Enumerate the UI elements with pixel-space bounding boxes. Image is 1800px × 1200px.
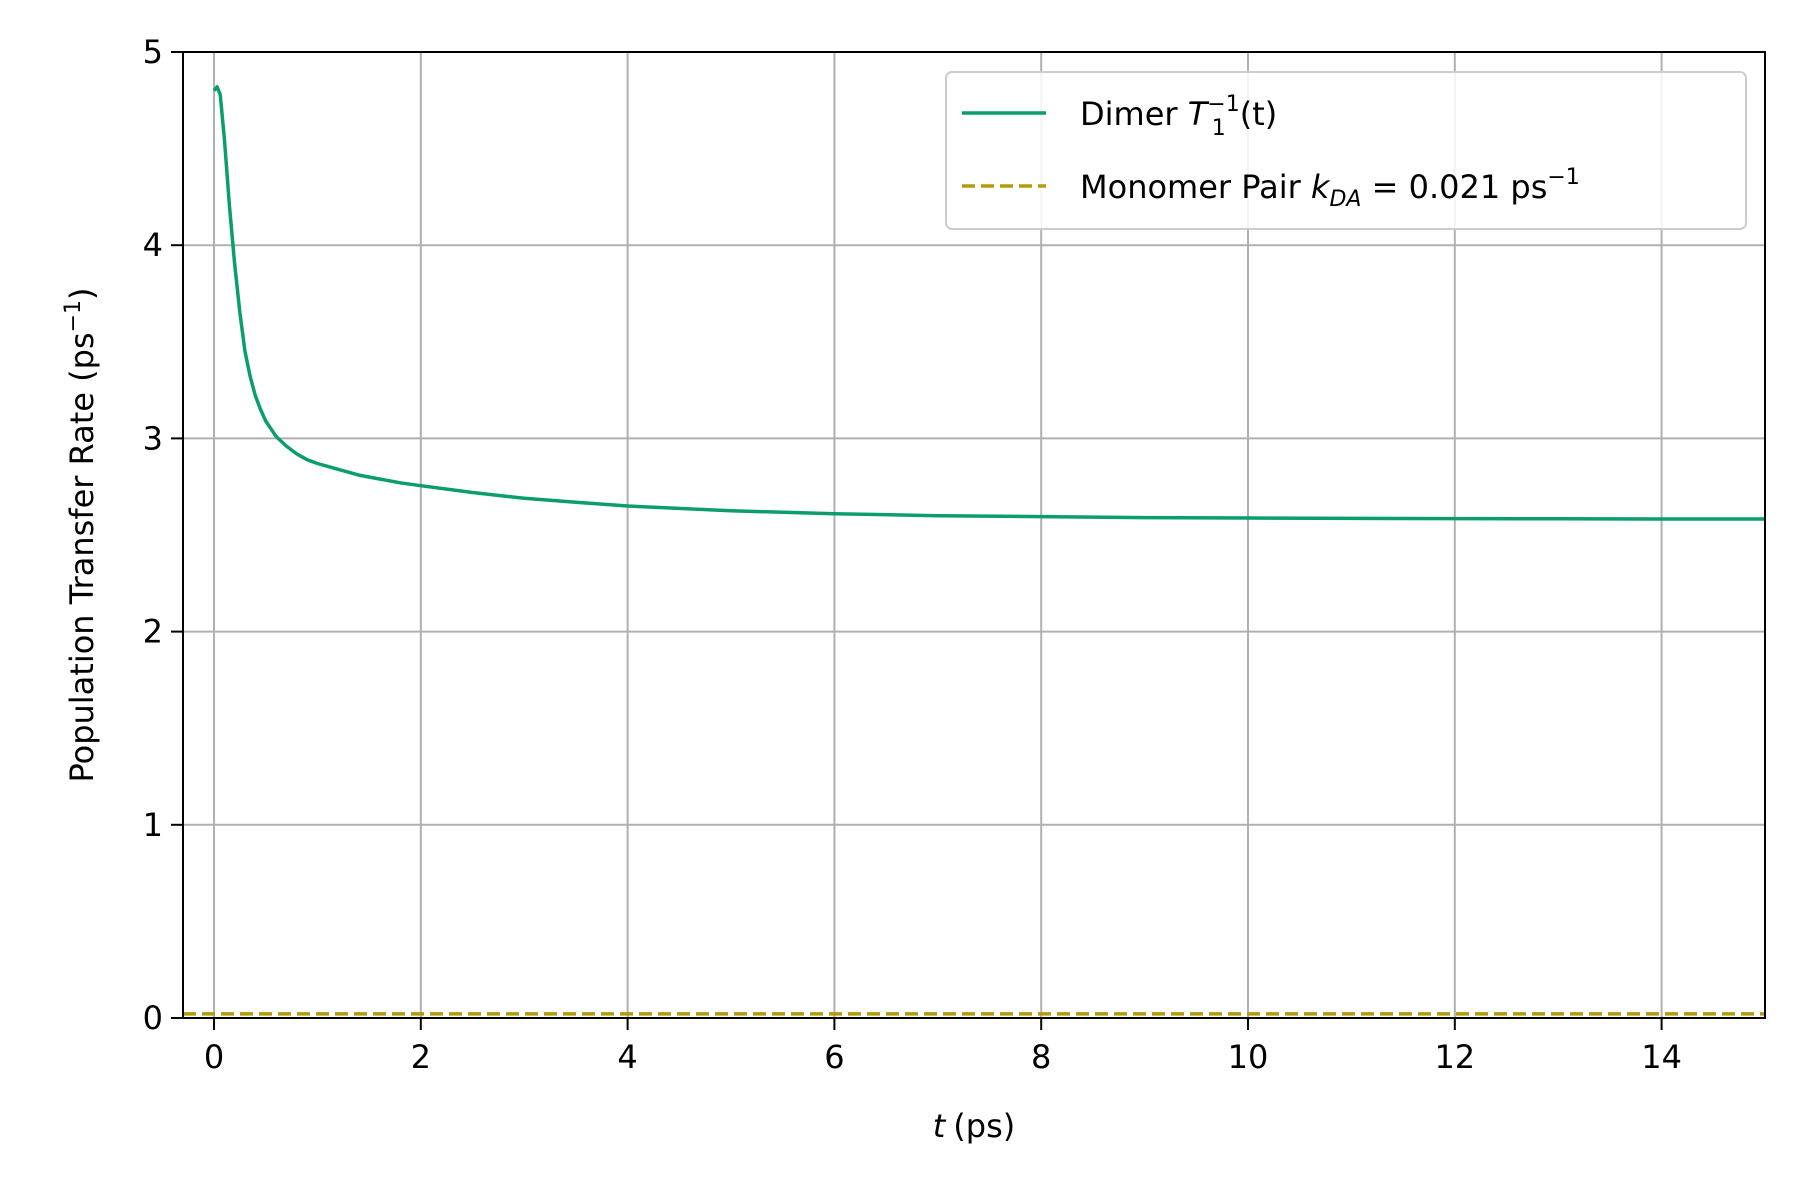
y-tick-label: 0 bbox=[143, 999, 163, 1037]
x-tick-label: 2 bbox=[411, 1038, 431, 1076]
x-axis-label: t (ps) bbox=[933, 1107, 1016, 1145]
legend-label-dimer: Dimer T−1 1 (t) bbox=[1080, 92, 1277, 141]
plot-frame bbox=[182, 51, 1766, 1019]
x-tick-label: 0 bbox=[204, 1038, 224, 1076]
y-tick-label: 5 bbox=[143, 33, 163, 71]
y-tick-label: 3 bbox=[143, 419, 163, 457]
x-tick-label: 10 bbox=[1228, 1038, 1269, 1076]
y-tick-label: 4 bbox=[143, 226, 163, 264]
x-axis-unit: (ps) bbox=[953, 1107, 1015, 1145]
x-tick-label: 12 bbox=[1434, 1038, 1475, 1076]
y-tick-label: 1 bbox=[143, 806, 163, 844]
x-tick-label: 14 bbox=[1641, 1038, 1682, 1076]
y-axis-label-sup: −1 bbox=[61, 300, 86, 332]
y-axis-label-close: ) bbox=[63, 287, 101, 299]
x-tick-label: 6 bbox=[824, 1038, 844, 1076]
x-axis-variable: t bbox=[933, 1107, 947, 1145]
series-line-dimer bbox=[212, 85, 1765, 521]
legend-label-monomer-pair: Monomer Pair kDA = 0.021 ps−1 bbox=[1080, 165, 1580, 212]
legend-box bbox=[945, 71, 1747, 230]
x-tick-label: 4 bbox=[617, 1038, 637, 1076]
y-tick-label: 2 bbox=[143, 613, 163, 651]
y-axis-label-main: Population Transfer Rate (ps bbox=[63, 332, 101, 782]
y-axis-label: Population Transfer Rate (ps−1) bbox=[61, 287, 101, 782]
x-tick-label: 8 bbox=[1031, 1038, 1051, 1076]
series-layer bbox=[183, 85, 1765, 1016]
legend: Dimer T−1 1 (t) Monomer Pair kDA = 0.021 p… bbox=[945, 71, 1747, 230]
